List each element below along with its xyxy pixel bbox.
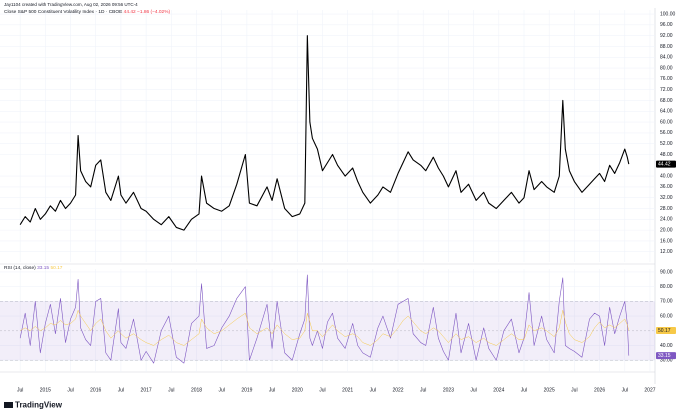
y-tick-label: 64.00 xyxy=(660,109,673,115)
y-tick-label: 52.00 xyxy=(660,141,673,147)
x-tick-label: 2016 xyxy=(90,387,101,393)
y-tick-label: 60.00 xyxy=(660,313,673,319)
last-value-label: 50.17 xyxy=(658,328,671,334)
x-tick-label: 2023 xyxy=(443,387,454,393)
y-tick-label: 84.00 xyxy=(660,55,673,61)
x-tick-label: Jul xyxy=(168,387,174,393)
x-tick-label: Jul xyxy=(622,387,628,393)
y-tick-label: 60.00 xyxy=(660,119,673,125)
x-tick-label: Jul xyxy=(118,387,124,393)
legend-change: −1.86 (−4.02%) xyxy=(137,9,170,15)
last-value-label: 33.15 xyxy=(658,353,671,359)
last-value-label: 44.42 xyxy=(658,161,671,167)
x-tick-label: Jul xyxy=(370,387,376,393)
legend-title: RSI (14, close) xyxy=(4,265,36,271)
brand: TradingView xyxy=(15,401,63,410)
y-tick-label: 20.00 xyxy=(660,227,673,233)
y-tick-label: 92.00 xyxy=(660,33,673,39)
series-line xyxy=(20,309,630,346)
series-line xyxy=(19,35,630,231)
y-tick-label: 80.00 xyxy=(660,284,673,290)
logo-mark xyxy=(4,402,13,408)
x-tick-label: 2021 xyxy=(342,387,353,393)
legend-prefix: Close xyxy=(4,9,17,15)
y-tick-label: 40.00 xyxy=(660,173,673,179)
x-tick-label: 2024 xyxy=(493,387,504,393)
legend-title: S&P 500 Constituent Volatility Index · 1… xyxy=(18,9,123,15)
x-tick-label: Jul xyxy=(571,387,577,393)
last-value-badge xyxy=(656,160,676,168)
x-tick-label: Jul xyxy=(319,387,325,393)
x-tick-label: Jul xyxy=(67,387,73,393)
pane xyxy=(0,10,655,262)
brand-logo: TradingView xyxy=(4,401,63,410)
x-tick-label: 2026 xyxy=(594,387,605,393)
legend: RSI (14, close) 33.15 50.17 xyxy=(4,265,63,271)
pane xyxy=(0,269,655,372)
y-tick-label: 76.00 xyxy=(660,76,673,82)
x-tick-label: Jul xyxy=(269,387,275,393)
legend-value: 50.17 xyxy=(50,265,62,271)
y-tick-label: 72.00 xyxy=(660,87,673,93)
x-tick-label: 2015 xyxy=(40,387,51,393)
attribution: Jay1104 created with TradingView.com, Au… xyxy=(4,2,138,7)
y-tick-label: 96.00 xyxy=(660,22,673,28)
x-tick-label: 2020 xyxy=(292,387,303,393)
y-tick-label: 90.00 xyxy=(660,269,673,275)
y-tick-label: 100.00 xyxy=(660,11,676,17)
legend-value: 33.15 xyxy=(37,265,49,271)
y-tick-label: 80.00 xyxy=(660,65,673,71)
y-tick-label: 24.00 xyxy=(660,217,673,223)
legend: Close S&P 500 Constituent Volatility Ind… xyxy=(4,9,170,15)
x-tick-label: Jul xyxy=(420,387,426,393)
y-tick-label: 40.00 xyxy=(660,343,673,349)
y-tick-label: 36.00 xyxy=(660,184,673,190)
y-tick-label: 32.00 xyxy=(660,195,673,201)
x-tick-label: 2018 xyxy=(191,387,202,393)
legend-value: 44.42 xyxy=(124,9,136,15)
y-tick-label: 28.00 xyxy=(660,206,673,212)
y-tick-label: 48.00 xyxy=(660,152,673,158)
x-tick-label: 2019 xyxy=(241,387,252,393)
y-tick-label: 12.00 xyxy=(660,249,673,255)
x-tick-label: 2027 xyxy=(644,387,655,393)
y-tick-label: 70.00 xyxy=(660,299,673,305)
y-tick-label: 30.00 xyxy=(660,358,673,364)
x-tick-label: 2025 xyxy=(544,387,555,393)
y-tick-label: 56.00 xyxy=(660,130,673,136)
x-tick-label: 2017 xyxy=(141,387,152,393)
x-tick-label: Jul xyxy=(521,387,527,393)
last-value-badge xyxy=(656,352,676,360)
x-tick-label: Jul xyxy=(470,387,476,393)
x-tick-label: Jul xyxy=(17,387,23,393)
x-tick-label: Jul xyxy=(218,387,224,393)
x-tick-label: 2022 xyxy=(392,387,403,393)
y-tick-label: 88.00 xyxy=(660,44,673,50)
y-tick-label: 68.00 xyxy=(660,98,673,104)
y-tick-label: 16.00 xyxy=(660,238,673,244)
series-line xyxy=(19,274,630,364)
last-value-badge xyxy=(656,327,676,335)
